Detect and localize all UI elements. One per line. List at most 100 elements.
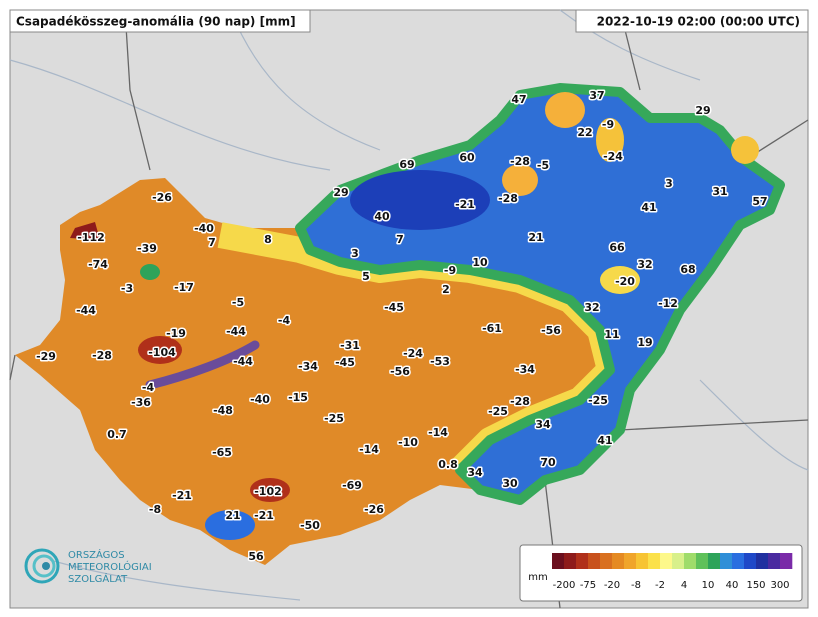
- station-value: -74: [88, 258, 108, 271]
- station-value: 7: [396, 233, 404, 246]
- legend-swatch: [564, 553, 577, 569]
- station-value: 30: [502, 477, 518, 490]
- rivers: [9, 9, 809, 601]
- station-value: -44: [76, 304, 96, 317]
- legend-swatch: [696, 553, 709, 569]
- station-value: -40: [194, 222, 214, 235]
- station-value: 21: [528, 231, 543, 244]
- station-value: 29: [333, 186, 348, 199]
- station-value: -21: [172, 489, 192, 502]
- station-value: 66: [609, 241, 625, 254]
- station-value: 21: [225, 509, 240, 522]
- legend-swatch: [672, 553, 685, 569]
- station-value: 34: [535, 418, 551, 431]
- legend-swatch: [660, 553, 673, 569]
- legend-unit: mm: [528, 572, 547, 583]
- station-value: -48: [213, 404, 233, 417]
- station-value: 8: [264, 233, 272, 246]
- timestamp: 2022-10-19 02:00 (00:00 UTC): [597, 15, 800, 29]
- station-value: -21: [254, 509, 274, 522]
- station-value: -112: [77, 231, 105, 244]
- station-value: -14: [359, 443, 379, 456]
- dry-patch: [600, 266, 640, 294]
- station-value: -19: [166, 327, 186, 340]
- station-value: -14: [428, 426, 448, 439]
- station-value: -40: [250, 393, 270, 406]
- station-value: -25: [488, 405, 508, 418]
- station-value: -34: [515, 363, 535, 376]
- station-value: -24: [403, 347, 423, 360]
- station-value: 3: [351, 247, 359, 260]
- station-value: -104: [148, 346, 176, 359]
- legend-tick-label: -8: [631, 580, 641, 591]
- legend-swatch: [744, 553, 757, 569]
- station-value: -53: [430, 355, 450, 368]
- title-box: Csapadékösszeg-anomália (90 nap) [mm]: [9, 9, 311, 33]
- station-value: -65: [212, 446, 232, 459]
- station-value: 10: [472, 256, 488, 269]
- legend-swatch: [720, 553, 733, 569]
- wet-patch: [140, 264, 160, 280]
- legend-tick-label: -20: [604, 580, 620, 591]
- station-value: -36: [131, 396, 151, 409]
- station-value: -29: [36, 350, 56, 363]
- station-value: -17: [174, 281, 194, 294]
- dry-patch: [731, 136, 759, 164]
- legend-swatch: [780, 553, 793, 569]
- station-value: -28: [510, 395, 530, 408]
- station-value: -25: [324, 412, 344, 425]
- logo-text: ORSZÁGOS: [68, 548, 125, 561]
- legend-swatch: [648, 553, 661, 569]
- station-value: -39: [137, 242, 157, 255]
- legend-swatch: [576, 553, 589, 569]
- logo-text: METEOROLÓGIAI: [68, 560, 152, 573]
- station-value: 40: [374, 210, 390, 223]
- station-value: -28: [510, 155, 530, 168]
- station-value: -26: [152, 191, 172, 204]
- station-value: 32: [584, 301, 599, 314]
- station-value: -45: [384, 301, 404, 314]
- station-value: -4: [278, 314, 291, 327]
- station-value: -56: [541, 324, 561, 337]
- station-value: -56: [390, 365, 410, 378]
- title: Csapadékösszeg-anomália (90 nap) [mm]: [16, 15, 296, 29]
- station-value: 69: [399, 158, 414, 171]
- legend-tick-label: 10: [702, 580, 715, 591]
- legend-swatch: [684, 553, 697, 569]
- station-value: -44: [233, 355, 253, 368]
- station-value: 57: [752, 195, 767, 208]
- legend-swatch: [756, 553, 769, 569]
- wet-patch: [205, 510, 255, 540]
- legend-tick-label: 40: [726, 580, 739, 591]
- station-value: -25: [588, 394, 608, 407]
- station-value: -69: [342, 479, 362, 492]
- station-value: 0.7: [107, 428, 127, 441]
- legend-swatch: [600, 553, 613, 569]
- station-value: -26: [364, 503, 384, 516]
- station-value: 47: [511, 93, 526, 106]
- station-value: 41: [597, 434, 612, 447]
- station-value: 60: [459, 151, 475, 164]
- station-value: -45: [335, 356, 355, 369]
- station-value: -3: [121, 282, 133, 295]
- legend-tick-label: -2: [655, 580, 665, 591]
- station-value: 0.8: [438, 458, 458, 471]
- legend-swatch: [636, 553, 649, 569]
- legend-swatch: [588, 553, 601, 569]
- lake-balaton: [145, 340, 260, 390]
- station-value: -102: [254, 485, 282, 498]
- dry-patch: [596, 118, 624, 162]
- station-value: 2: [442, 283, 450, 296]
- station-value: -28: [498, 192, 518, 205]
- legend: mm -200 -75 -20 -8 -2 4 10 40 150 300: [519, 544, 803, 602]
- station-value: -20: [615, 275, 635, 288]
- station-value: -5: [537, 159, 549, 172]
- station-value: 68: [680, 263, 695, 276]
- logo-text: SZOLGÁLAT: [68, 572, 128, 585]
- station-value: 5: [362, 270, 370, 283]
- timestamp-box: 2022-10-19 02:00 (00:00 UTC): [575, 9, 809, 33]
- station-value: 19: [637, 336, 652, 349]
- station-value: 37: [589, 89, 604, 102]
- legend-swatch: [732, 553, 745, 569]
